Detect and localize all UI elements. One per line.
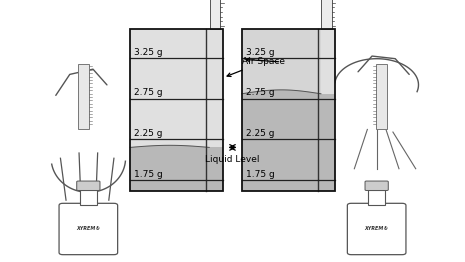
Text: 2.75 g: 2.75 g: [246, 88, 274, 97]
FancyBboxPatch shape: [59, 203, 118, 255]
FancyBboxPatch shape: [365, 181, 388, 190]
Bar: [80, 190, 97, 205]
Text: 2.25 g: 2.25 g: [134, 129, 162, 138]
Bar: [368, 190, 385, 205]
Bar: [130, 148, 223, 191]
Bar: [78, 64, 89, 129]
Text: 1.75 g: 1.75 g: [134, 170, 163, 179]
Text: Air Space: Air Space: [227, 57, 285, 77]
Bar: [242, 94, 335, 191]
Bar: [242, 29, 321, 94]
Bar: [242, 29, 335, 191]
Text: 3.25 g: 3.25 g: [134, 48, 163, 57]
Text: XYREM®: XYREM®: [365, 226, 389, 232]
Bar: [130, 29, 223, 191]
Bar: [376, 64, 387, 129]
Bar: [130, 29, 223, 191]
Text: 3.25 g: 3.25 g: [246, 48, 274, 57]
FancyBboxPatch shape: [347, 203, 406, 255]
FancyBboxPatch shape: [77, 181, 100, 190]
Bar: [242, 29, 335, 191]
Text: 2.25 g: 2.25 g: [246, 129, 274, 138]
Text: 1.75 g: 1.75 g: [246, 170, 274, 179]
Text: 2.75 g: 2.75 g: [134, 88, 163, 97]
Bar: [321, 0, 332, 29]
Bar: [210, 0, 220, 29]
Text: Liquid Level: Liquid Level: [205, 155, 260, 164]
Text: XYREM®: XYREM®: [76, 226, 100, 232]
